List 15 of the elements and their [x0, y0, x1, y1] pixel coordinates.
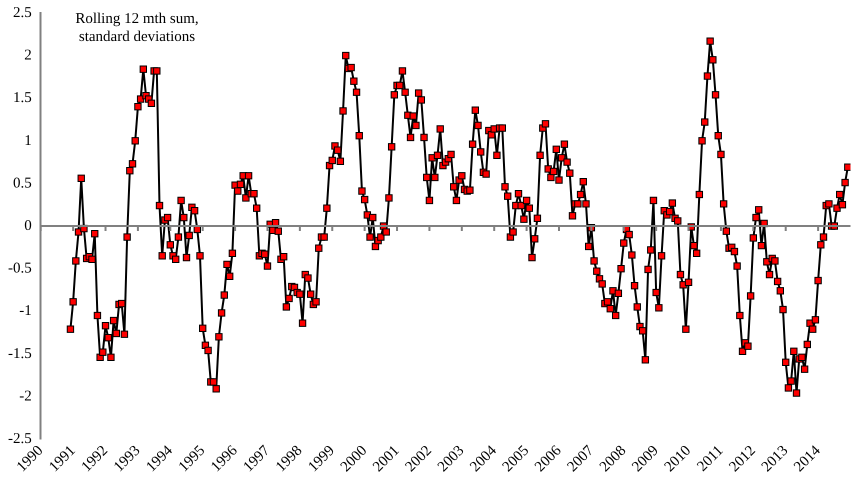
- y-tick-label: -1.5: [8, 346, 32, 362]
- y-tick-label: 1.5: [12, 90, 32, 106]
- x-tick-label: 2011: [694, 442, 727, 475]
- y-tick-label: -2: [19, 388, 32, 404]
- x-tick-label: 1991: [46, 442, 79, 476]
- annotation: Rolling 12 mth sum, standard deviations: [74, 10, 200, 46]
- y-tick-label: -1: [19, 303, 32, 320]
- y-tick-label: 1: [24, 132, 32, 149]
- y-tick-label: 0.5: [12, 175, 32, 192]
- x-tick-label: 1999: [305, 442, 338, 476]
- y-tick-label: -0.5: [8, 260, 32, 277]
- x-tick-label: 1992: [78, 442, 112, 476]
- y-tick-label: 2.5: [12, 4, 32, 21]
- y-tick-label: 2: [24, 48, 32, 64]
- y-tick-label: 0: [24, 218, 32, 234]
